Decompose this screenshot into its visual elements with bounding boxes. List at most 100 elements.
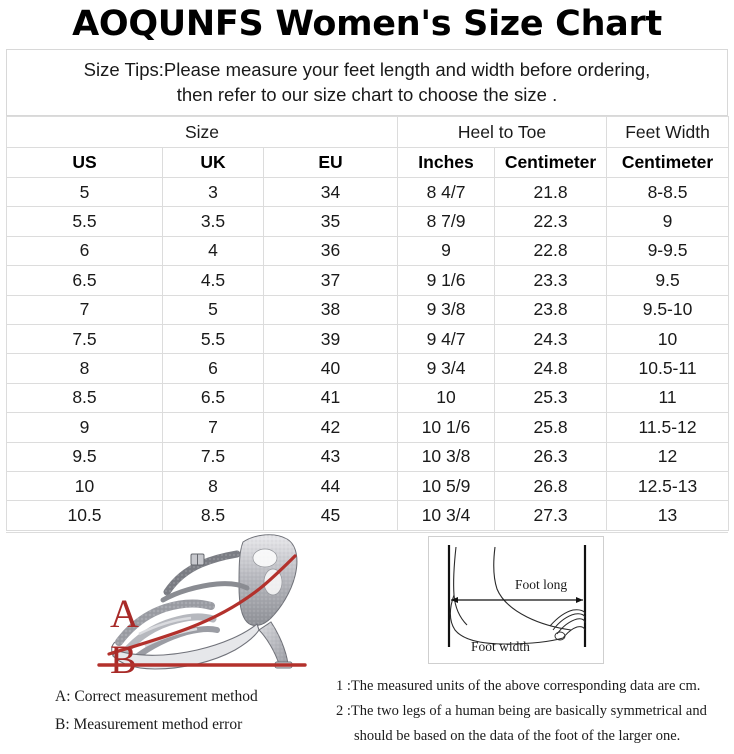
group-header-size: Size [5, 116, 399, 148]
foot-width-label: Foot width [471, 638, 530, 654]
cell-us: 9 [6, 412, 163, 443]
cell-uk: 4.5 [162, 265, 264, 296]
table-row: 8 6 40 9 3/4 24.8 10.5-11 [6, 353, 730, 384]
cell-eu: 39 [262, 323, 399, 355]
cell-eu: 38 [262, 294, 399, 325]
cell-feet-width: 9 [606, 206, 730, 237]
size-tips-line-2: then refer to our size chart to choose t… [176, 84, 558, 105]
cell-cm: 25.8 [494, 412, 608, 443]
table-row: 7 5 38 9 3/8 23.8 9.5-10 [6, 294, 730, 325]
cell-inches: 10 5/9 [397, 470, 496, 502]
cell-us: 6.5 [6, 265, 163, 296]
high-heel-sandal-illustration [107, 533, 298, 670]
cell-cm: 23.8 [494, 294, 608, 325]
foot-side-profile-illustration [447, 544, 587, 647]
cell-inches: 10 3/4 [397, 500, 496, 531]
table-group-header-row: Size Heel to Toe Feet Width [5, 116, 730, 148]
cell-eu: 44 [262, 470, 399, 502]
foot-long-label: Foot long [515, 576, 568, 592]
marker-b-label: B [110, 636, 137, 682]
group-header-feet-width: Feet Width [606, 116, 730, 148]
cell-uk: 7 [162, 412, 264, 443]
cell-uk: 6 [162, 353, 264, 384]
note-item-2: 2 :The two legs of a human being are bas… [336, 702, 707, 719]
table-row: 5.5 3.5 35 8 7/9 22.3 9 [6, 206, 730, 237]
marker-a-label: A [110, 590, 139, 636]
table-row: 6 4 36 9 22.8 9-9.5 [6, 235, 730, 267]
cell-feet-width: 12 [606, 441, 730, 472]
cell-inches: 9 4/7 [397, 323, 496, 355]
cell-uk: 7.5 [162, 441, 264, 472]
cell-feet-width: 11 [606, 382, 730, 414]
cell-feet-width: 11.5-12 [606, 412, 730, 443]
cell-feet-width: 12.5-13 [606, 470, 730, 502]
cell-cm: 21.8 [494, 176, 608, 208]
caption-method-a: A: Correct measurement method [55, 687, 258, 705]
cell-inches: 10 [397, 382, 496, 414]
cell-feet-width: 8-8.5 [606, 176, 730, 208]
cell-eu: 41 [262, 382, 399, 414]
table-sub-header-row: US UK EU Inches Centimeter Centimeter [6, 147, 730, 178]
table-body: 5 3 34 8 4/7 21.8 8-8.5 5.5 3.5 35 8 7/9… [6, 176, 730, 531]
cell-cm: 23.3 [494, 265, 608, 296]
shoe-measurement-panel: A B A: Correct measurement method B: Mea… [0, 532, 340, 754]
cell-inches: 8 7/9 [397, 206, 496, 237]
cell-cm: 26.8 [494, 470, 608, 502]
page-title: AOQUNFS Women's Size Chart [72, 4, 662, 44]
section-divider [6, 531, 728, 533]
cell-cm: 24.3 [494, 323, 608, 355]
column-header-centimeter-length: Centimeter [494, 147, 608, 178]
bottom-section: A B A: Correct measurement method B: Mea… [0, 531, 734, 754]
cell-feet-width: 9-9.5 [606, 235, 730, 267]
size-table: Size Heel to Toe Feet Width US UK EU Inc… [5, 116, 730, 531]
column-header-uk: UK [162, 147, 264, 178]
cell-uk: 5.5 [162, 323, 264, 355]
cell-uk: 8.5 [162, 500, 264, 531]
cell-cm: 24.8 [494, 353, 608, 384]
table-row: 10.5 8.5 45 10 3/4 27.3 13 [6, 500, 730, 531]
cell-eu: 45 [262, 500, 399, 531]
cell-cm: 27.3 [494, 500, 608, 531]
table-row: 7.5 5.5 39 9 4/7 24.3 10 [6, 323, 730, 355]
table-row: 10 8 44 10 5/9 26.8 12.5-13 [6, 470, 730, 502]
caption-method-b: B: Measurement method error [55, 715, 243, 733]
foot-measurement-panel: Foot long Foot width [428, 535, 604, 664]
cell-eu: 40 [262, 353, 399, 384]
cell-inches: 10 1/6 [397, 412, 496, 443]
column-header-centimeter-width: Centimeter [606, 147, 730, 178]
cell-inches: 10 3/8 [397, 441, 496, 472]
cell-inches: 8 4/7 [397, 176, 496, 208]
cell-inches: 9 1/6 [397, 265, 496, 296]
cell-us: 7 [6, 294, 163, 325]
cell-eu: 34 [262, 176, 399, 208]
cell-us: 5.5 [6, 206, 163, 237]
cell-eu: 42 [262, 412, 399, 443]
cell-us: 5 [6, 176, 163, 208]
size-tips-line-1: Size Tips:Please measure your feet lengt… [83, 59, 651, 80]
cell-feet-width: 9.5 [606, 265, 730, 296]
cell-feet-width: 13 [606, 500, 730, 531]
cell-feet-width: 10 [606, 323, 730, 355]
cell-eu: 43 [262, 441, 399, 472]
table-row: 9 7 42 10 1/6 25.8 11.5-12 [6, 412, 730, 443]
cell-uk: 3 [162, 176, 264, 208]
column-header-eu: EU [262, 147, 399, 178]
cell-inches: 9 3/4 [397, 353, 496, 384]
cell-feet-width: 9.5-10 [606, 294, 730, 325]
cell-us: 10 [6, 470, 163, 502]
table-row: 8.5 6.5 41 10 25.3 11 [6, 382, 730, 414]
cell-cm: 22.8 [494, 235, 608, 267]
column-header-us: US [6, 147, 163, 178]
cell-inches: 9 [397, 235, 496, 267]
cell-us: 10.5 [6, 500, 163, 531]
cell-uk: 5 [162, 294, 264, 325]
cell-inches: 9 3/8 [397, 294, 496, 325]
cell-eu: 36 [262, 235, 399, 267]
note-item-2-continued: should be based on the data of the foot … [354, 727, 681, 744]
cell-uk: 6.5 [162, 382, 264, 414]
cell-us: 8.5 [6, 382, 163, 414]
cell-uk: 3.5 [162, 206, 264, 237]
cell-eu: 37 [262, 265, 399, 296]
cell-feet-width: 10.5-11 [606, 353, 730, 384]
